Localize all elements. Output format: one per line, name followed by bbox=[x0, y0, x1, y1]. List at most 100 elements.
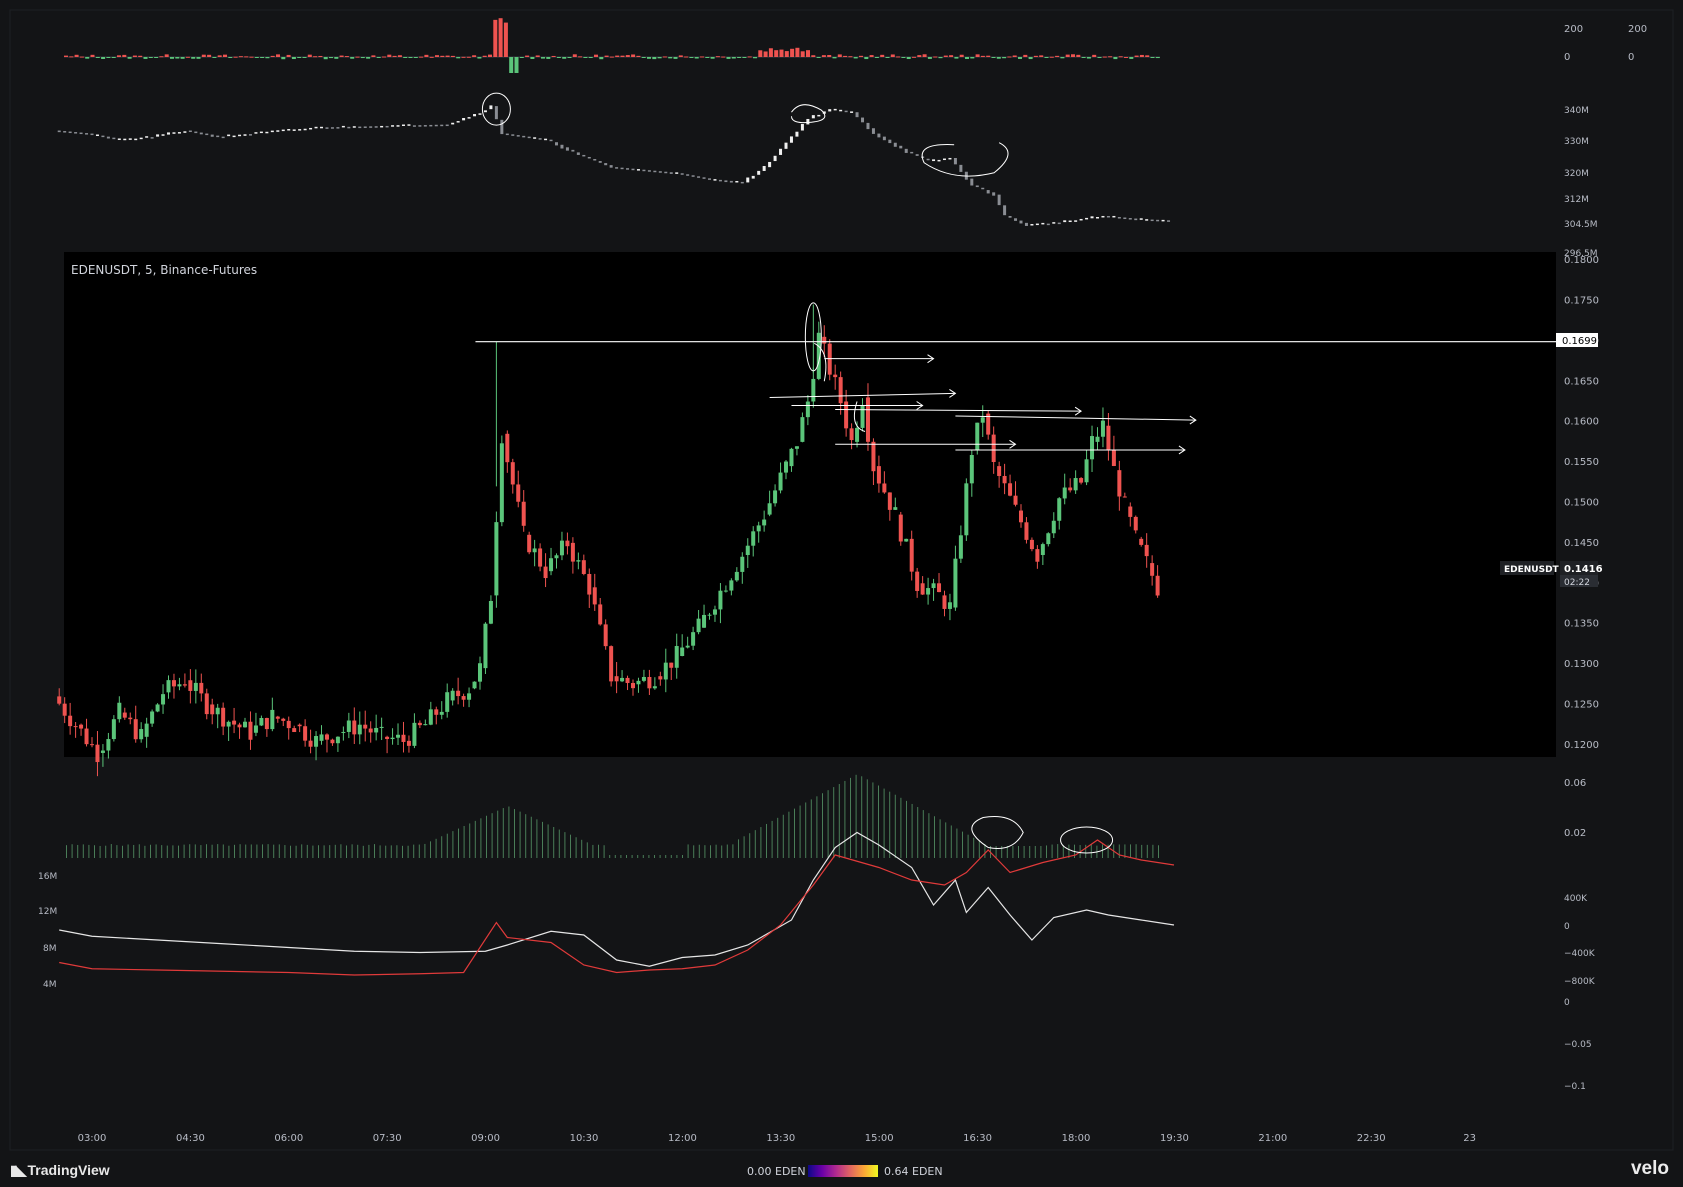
drawing-arrow[interactable] bbox=[824, 354, 935, 364]
candle bbox=[631, 679, 635, 696]
cvd-right-axis-6: −0.1 bbox=[1564, 1082, 1586, 1092]
oi-candle bbox=[79, 132, 83, 135]
hist-bar bbox=[1145, 55, 1150, 57]
oi-candle bbox=[57, 130, 61, 133]
funding-bar bbox=[1102, 844, 1103, 858]
main-chart-background[interactable] bbox=[64, 252, 1556, 757]
oi-drawing-circle[interactable] bbox=[481, 92, 511, 126]
funding-bar bbox=[525, 814, 527, 858]
tradingview-brand[interactable]: ▮◣ TradingView bbox=[10, 1162, 110, 1179]
candle bbox=[510, 458, 515, 494]
oi-candle bbox=[210, 134, 214, 137]
hist-bar bbox=[742, 57, 747, 58]
hist-bar bbox=[371, 55, 376, 57]
candle bbox=[166, 675, 171, 699]
hist-bar bbox=[710, 57, 715, 59]
funding-bar bbox=[66, 845, 67, 858]
oi-candle bbox=[598, 161, 602, 163]
candle bbox=[849, 423, 854, 450]
candle bbox=[669, 662, 674, 681]
funding-bar bbox=[385, 845, 387, 858]
hist-bar bbox=[503, 22, 508, 57]
hist-bar bbox=[774, 50, 779, 57]
oi-drawing-circle[interactable] bbox=[921, 142, 1009, 177]
hist-bar bbox=[604, 55, 609, 57]
candle bbox=[1079, 477, 1084, 485]
hist-bar bbox=[853, 57, 858, 59]
hist-bar bbox=[1028, 57, 1033, 60]
drawing-arrow[interactable] bbox=[835, 406, 1083, 416]
candle bbox=[527, 531, 532, 555]
drawing-arrow[interactable] bbox=[955, 415, 1197, 425]
oi-candle bbox=[893, 142, 897, 147]
candle bbox=[253, 712, 258, 737]
drawing-arrow[interactable] bbox=[791, 401, 924, 410]
oi-candle bbox=[926, 158, 930, 161]
candle bbox=[827, 339, 832, 381]
candle bbox=[838, 371, 843, 415]
oi-candle bbox=[779, 148, 783, 155]
candle bbox=[816, 321, 821, 381]
drawing-arrow[interactable] bbox=[769, 388, 957, 398]
drawing-stroke[interactable] bbox=[853, 401, 866, 432]
candle bbox=[264, 717, 269, 737]
drawings bbox=[475, 302, 1556, 455]
funding-bar bbox=[861, 776, 863, 858]
hist-bar bbox=[212, 57, 217, 58]
cvd-drawing-circle[interactable] bbox=[1060, 826, 1114, 854]
oi-candle bbox=[216, 135, 220, 138]
oi-candle bbox=[904, 148, 908, 153]
hist-bar bbox=[281, 57, 286, 60]
funding-bar bbox=[1040, 846, 1042, 858]
funding-bar bbox=[866, 779, 868, 858]
hist-bar bbox=[307, 54, 312, 57]
candle bbox=[467, 687, 472, 708]
hist-bar bbox=[620, 55, 625, 57]
oi-candle bbox=[254, 132, 258, 134]
candle bbox=[789, 447, 794, 472]
candle bbox=[319, 725, 324, 745]
oi-candle bbox=[522, 135, 526, 138]
hist-bar bbox=[525, 55, 530, 57]
funding-bar bbox=[250, 844, 252, 858]
funding-bar bbox=[827, 790, 829, 858]
oi-candle bbox=[270, 130, 274, 133]
candle bbox=[767, 490, 772, 517]
hist-bar bbox=[318, 55, 323, 57]
oi-candle bbox=[565, 147, 569, 151]
candle bbox=[450, 688, 455, 706]
oi-candle bbox=[407, 124, 411, 126]
oi-candle bbox=[653, 170, 657, 173]
funding-bar bbox=[1018, 846, 1019, 858]
funding-bar bbox=[497, 810, 499, 858]
candle bbox=[565, 532, 570, 555]
funding-bar bbox=[94, 845, 95, 858]
drawing-arrow[interactable] bbox=[835, 439, 1017, 449]
funding-bar bbox=[833, 787, 835, 858]
candle bbox=[997, 461, 1002, 488]
top-axis-label-right-0: 200 bbox=[1628, 24, 1647, 35]
drawing-circle[interactable] bbox=[804, 302, 822, 372]
time-axis-label-11: 19:30 bbox=[1160, 1133, 1189, 1144]
hist-bar bbox=[519, 57, 524, 58]
drawing-arrow[interactable] bbox=[955, 445, 1186, 455]
price-axis-label-0: 0.1800 bbox=[1564, 255, 1599, 266]
candle bbox=[1040, 542, 1045, 565]
funding-bar bbox=[598, 844, 599, 858]
hist-bar bbox=[450, 55, 455, 57]
oi-candle bbox=[1156, 219, 1160, 222]
drawing-stroke[interactable] bbox=[814, 342, 827, 382]
hist-bar bbox=[85, 57, 90, 59]
cvd-drawing-circle[interactable] bbox=[971, 816, 1024, 849]
hist-bar bbox=[726, 57, 731, 59]
oi-candle bbox=[850, 111, 854, 113]
candle bbox=[1008, 474, 1013, 497]
candle bbox=[794, 446, 799, 456]
oi-drawing-circle[interactable] bbox=[790, 104, 826, 124]
candle bbox=[773, 484, 778, 507]
funding-bar bbox=[474, 820, 476, 858]
hist-bar bbox=[647, 57, 651, 59]
funding-bar bbox=[1001, 846, 1003, 858]
hist-bar bbox=[419, 56, 424, 58]
